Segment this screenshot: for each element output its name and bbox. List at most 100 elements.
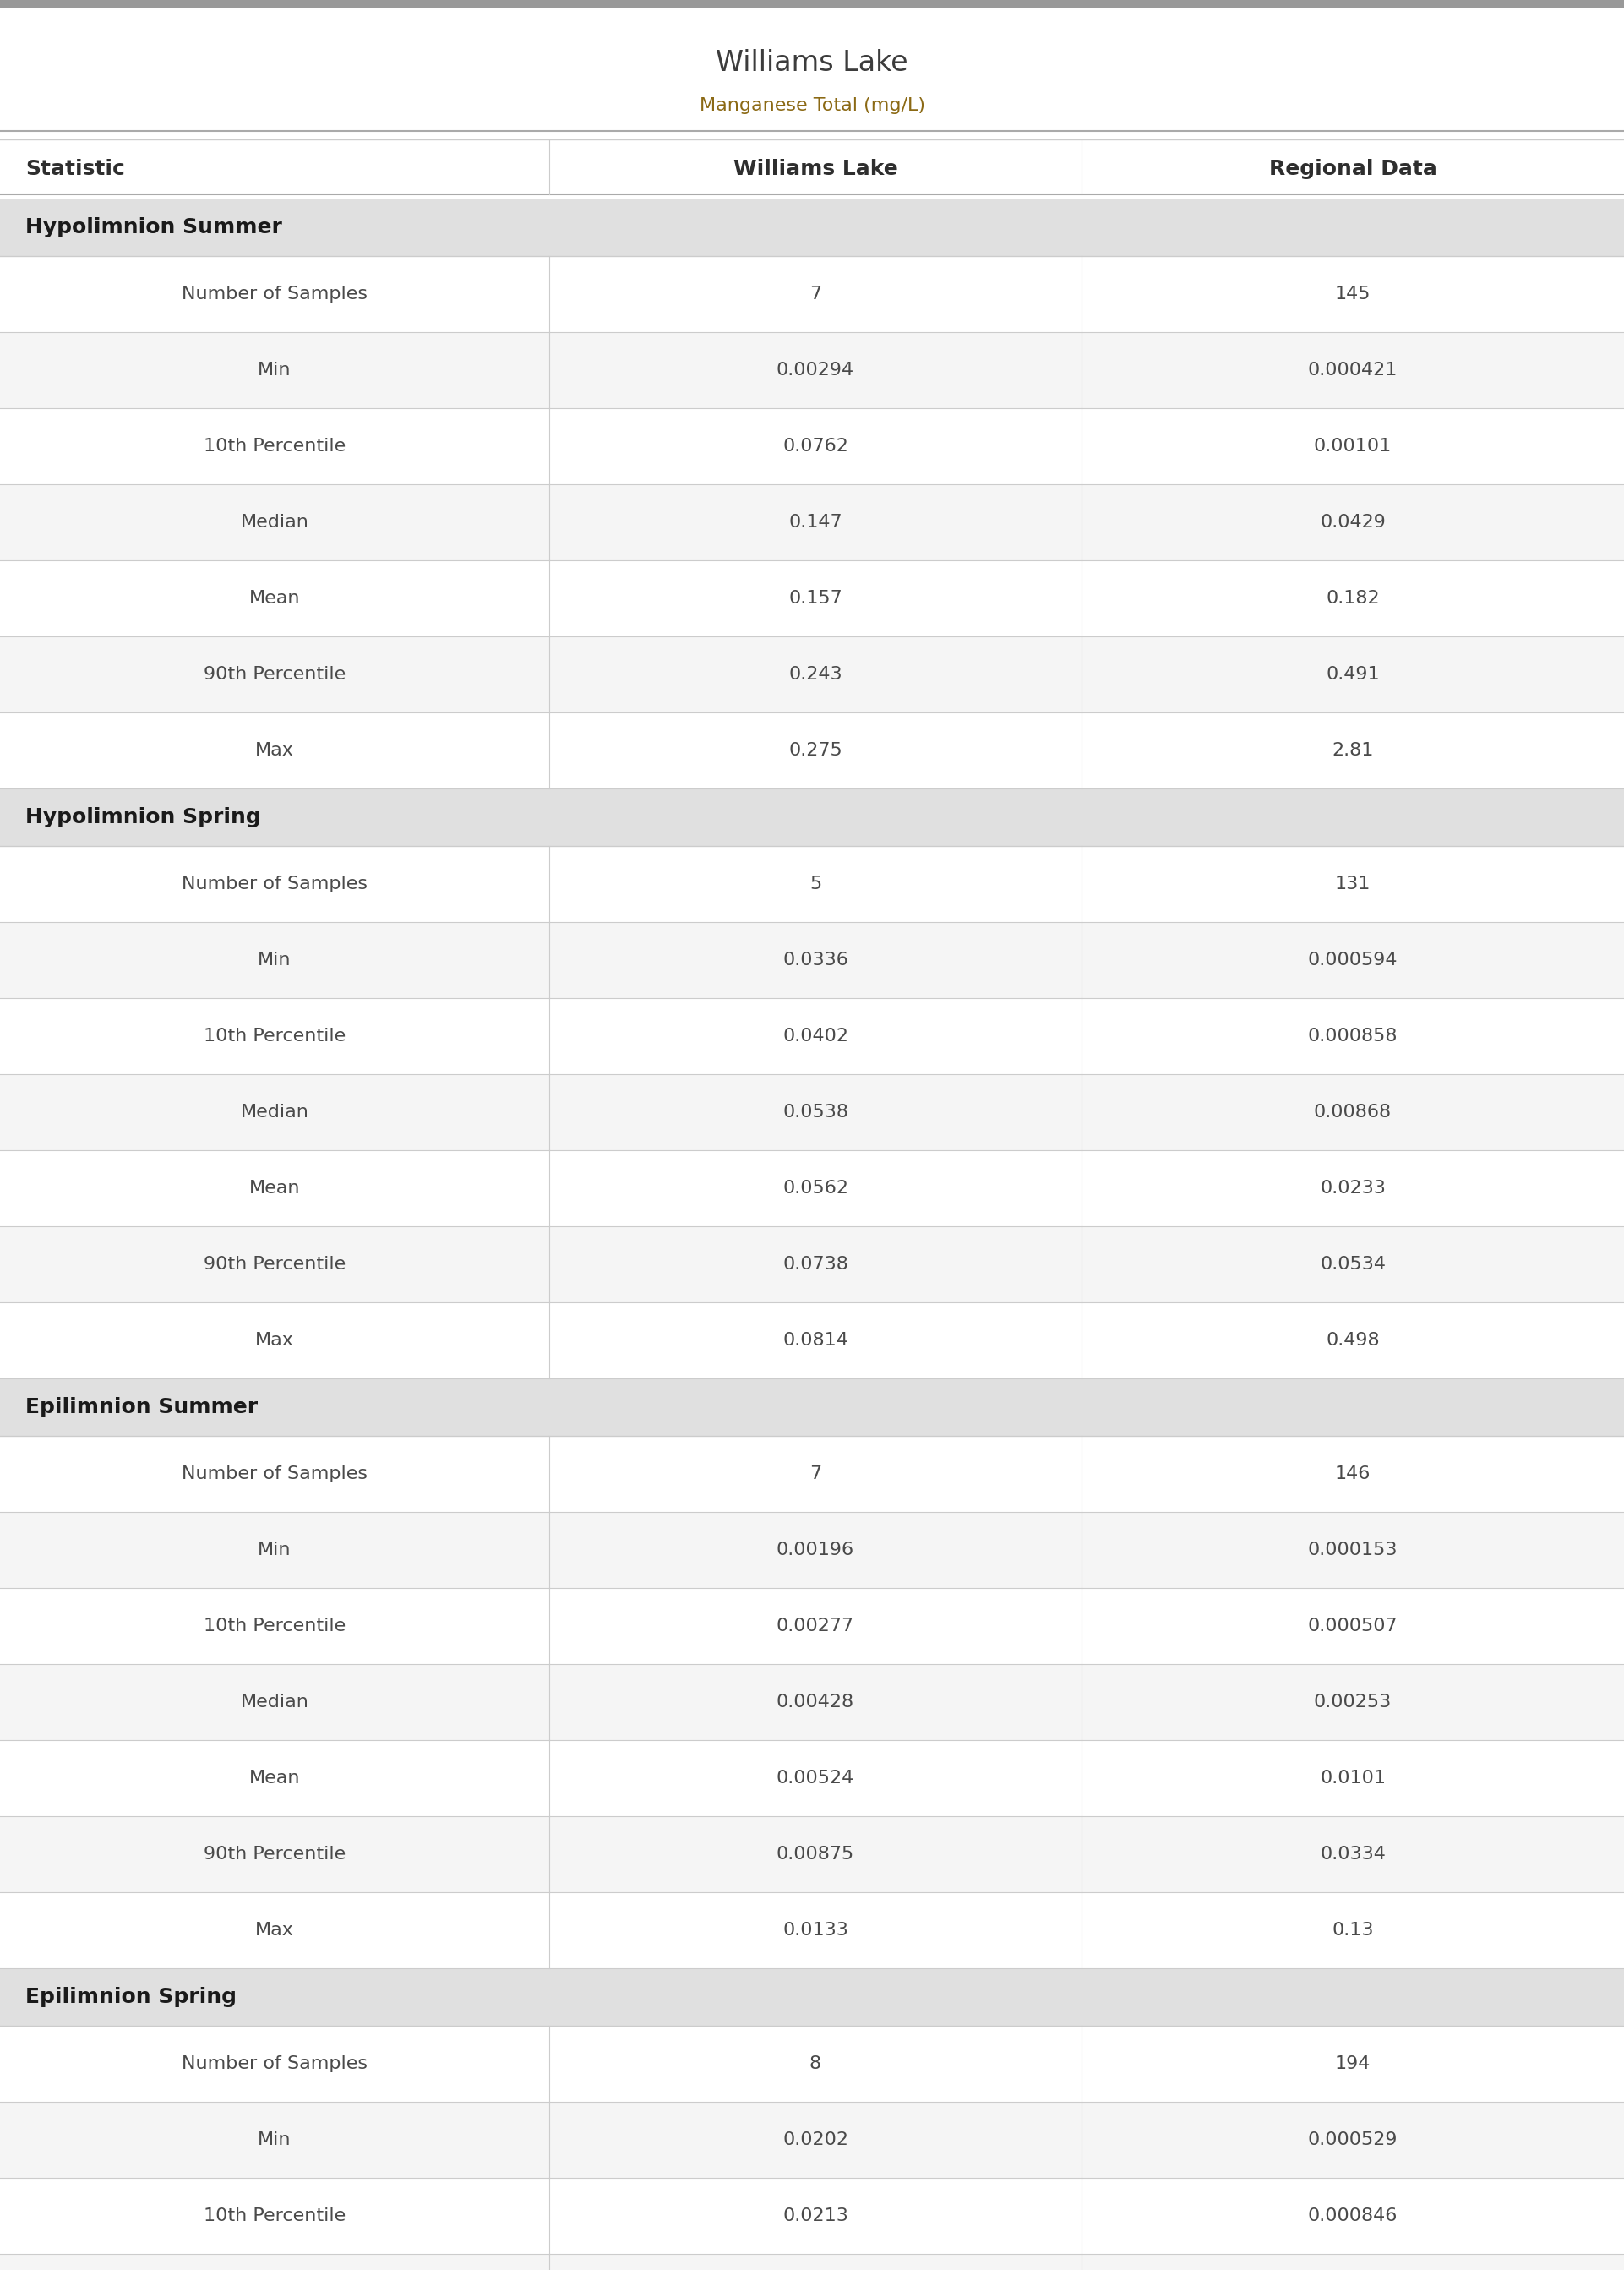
Text: Hypolimnion Spring: Hypolimnion Spring xyxy=(26,808,261,826)
Text: 0.000529: 0.000529 xyxy=(1307,2132,1398,2147)
Bar xyxy=(0,1741,1624,1816)
Bar xyxy=(0,2025,1624,2102)
Text: Min: Min xyxy=(258,361,291,379)
Text: Number of Samples: Number of Samples xyxy=(182,1466,367,1482)
Text: 0.0562: 0.0562 xyxy=(783,1180,848,1196)
Bar xyxy=(0,331,1624,409)
Bar xyxy=(0,1893,1624,1968)
Text: 7: 7 xyxy=(809,1466,822,1482)
Text: 0.0202: 0.0202 xyxy=(783,2132,848,2147)
Text: 0.0762: 0.0762 xyxy=(783,438,848,454)
Text: 0.00524: 0.00524 xyxy=(776,1771,854,1786)
Text: 0.491: 0.491 xyxy=(1325,665,1380,683)
Text: 0.000594: 0.000594 xyxy=(1307,951,1398,969)
Text: 131: 131 xyxy=(1335,876,1371,892)
Text: 0.0402: 0.0402 xyxy=(783,1028,848,1044)
Text: Min: Min xyxy=(258,2132,291,2147)
Text: 0.000421: 0.000421 xyxy=(1307,361,1398,379)
Text: Min: Min xyxy=(258,951,291,969)
Text: Epilimnion Summer: Epilimnion Summer xyxy=(26,1396,258,1416)
Bar xyxy=(0,1664,1624,1741)
Bar xyxy=(0,257,1624,331)
Text: 5: 5 xyxy=(809,876,822,892)
Text: Epilimnion Spring: Epilimnion Spring xyxy=(26,1986,237,2007)
Text: 90th Percentile: 90th Percentile xyxy=(203,1846,346,1864)
Bar xyxy=(0,2177,1624,2254)
Text: 0.00196: 0.00196 xyxy=(776,1541,854,1559)
Text: Max: Max xyxy=(255,1332,294,1348)
Bar xyxy=(0,1074,1624,1151)
Bar xyxy=(0,713,1624,788)
Text: Number of Samples: Number of Samples xyxy=(182,286,367,302)
Bar xyxy=(0,1512,1624,1589)
Bar xyxy=(0,1378,1624,1437)
Text: 0.0538: 0.0538 xyxy=(783,1103,848,1121)
Text: 194: 194 xyxy=(1335,2054,1371,2073)
Bar xyxy=(0,2102,1624,2177)
Text: 0.0233: 0.0233 xyxy=(1320,1180,1385,1196)
Bar xyxy=(0,1151,1624,1226)
Text: 0.00277: 0.00277 xyxy=(776,1619,854,1634)
Text: 10th Percentile: 10th Percentile xyxy=(203,1028,346,1044)
Bar xyxy=(0,561,1624,636)
Text: 145: 145 xyxy=(1335,286,1371,302)
Text: 0.0213: 0.0213 xyxy=(783,2206,848,2225)
Text: 8: 8 xyxy=(809,2054,822,2073)
Text: 0.0429: 0.0429 xyxy=(1320,513,1385,531)
Text: 2.81: 2.81 xyxy=(1332,742,1374,758)
Bar xyxy=(0,1968,1624,2025)
Text: Statistic: Statistic xyxy=(26,159,125,179)
Text: 0.00253: 0.00253 xyxy=(1314,1693,1392,1712)
Text: 146: 146 xyxy=(1335,1466,1371,1482)
Bar xyxy=(0,1816,1624,1893)
Text: 0.13: 0.13 xyxy=(1332,1923,1374,1939)
Bar xyxy=(0,1589,1624,1664)
Text: 0.00428: 0.00428 xyxy=(776,1693,854,1712)
Bar xyxy=(0,1303,1624,1378)
Text: Median: Median xyxy=(240,1693,309,1712)
Text: Min: Min xyxy=(258,1541,291,1559)
Bar xyxy=(0,409,1624,484)
Bar xyxy=(0,922,1624,999)
Text: Max: Max xyxy=(255,742,294,758)
Text: 0.157: 0.157 xyxy=(788,590,843,606)
Bar xyxy=(0,2254,1624,2270)
Text: Number of Samples: Number of Samples xyxy=(182,876,367,892)
Text: 0.0101: 0.0101 xyxy=(1320,1771,1385,1786)
Text: 0.498: 0.498 xyxy=(1325,1332,1380,1348)
Text: 0.00294: 0.00294 xyxy=(776,361,854,379)
Text: 0.000507: 0.000507 xyxy=(1307,1619,1398,1634)
Text: 90th Percentile: 90th Percentile xyxy=(203,1255,346,1273)
Text: 0.0814: 0.0814 xyxy=(783,1332,848,1348)
Text: 0.243: 0.243 xyxy=(789,665,843,683)
Text: 10th Percentile: 10th Percentile xyxy=(203,2206,346,2225)
Bar xyxy=(0,1226,1624,1303)
Bar xyxy=(0,999,1624,1074)
Text: 0.147: 0.147 xyxy=(789,513,843,531)
Text: 0.00868: 0.00868 xyxy=(1314,1103,1392,1121)
Text: Mean: Mean xyxy=(248,1771,300,1786)
Text: 10th Percentile: 10th Percentile xyxy=(203,438,346,454)
Bar xyxy=(0,484,1624,561)
Text: 0.0336: 0.0336 xyxy=(783,951,848,969)
Text: 0.000153: 0.000153 xyxy=(1307,1541,1398,1559)
Text: Williams Lake: Williams Lake xyxy=(716,50,908,77)
Text: Mean: Mean xyxy=(248,1180,300,1196)
Bar xyxy=(0,0,1624,9)
Text: 0.000858: 0.000858 xyxy=(1307,1028,1398,1044)
Text: 7: 7 xyxy=(809,286,822,302)
Bar xyxy=(0,788,1624,847)
Text: Median: Median xyxy=(240,513,309,531)
Bar xyxy=(0,636,1624,713)
Text: Hypolimnion Summer: Hypolimnion Summer xyxy=(26,218,283,238)
Text: 0.182: 0.182 xyxy=(1325,590,1380,606)
Text: 90th Percentile: 90th Percentile xyxy=(203,665,346,683)
Bar xyxy=(0,1437,1624,1512)
Text: Williams Lake: Williams Lake xyxy=(732,159,898,179)
Text: 0.00101: 0.00101 xyxy=(1314,438,1392,454)
Text: 0.0334: 0.0334 xyxy=(1320,1846,1385,1864)
Bar xyxy=(0,197,1624,257)
Bar xyxy=(0,847,1624,922)
Text: Number of Samples: Number of Samples xyxy=(182,2054,367,2073)
Text: 0.0133: 0.0133 xyxy=(783,1923,848,1939)
